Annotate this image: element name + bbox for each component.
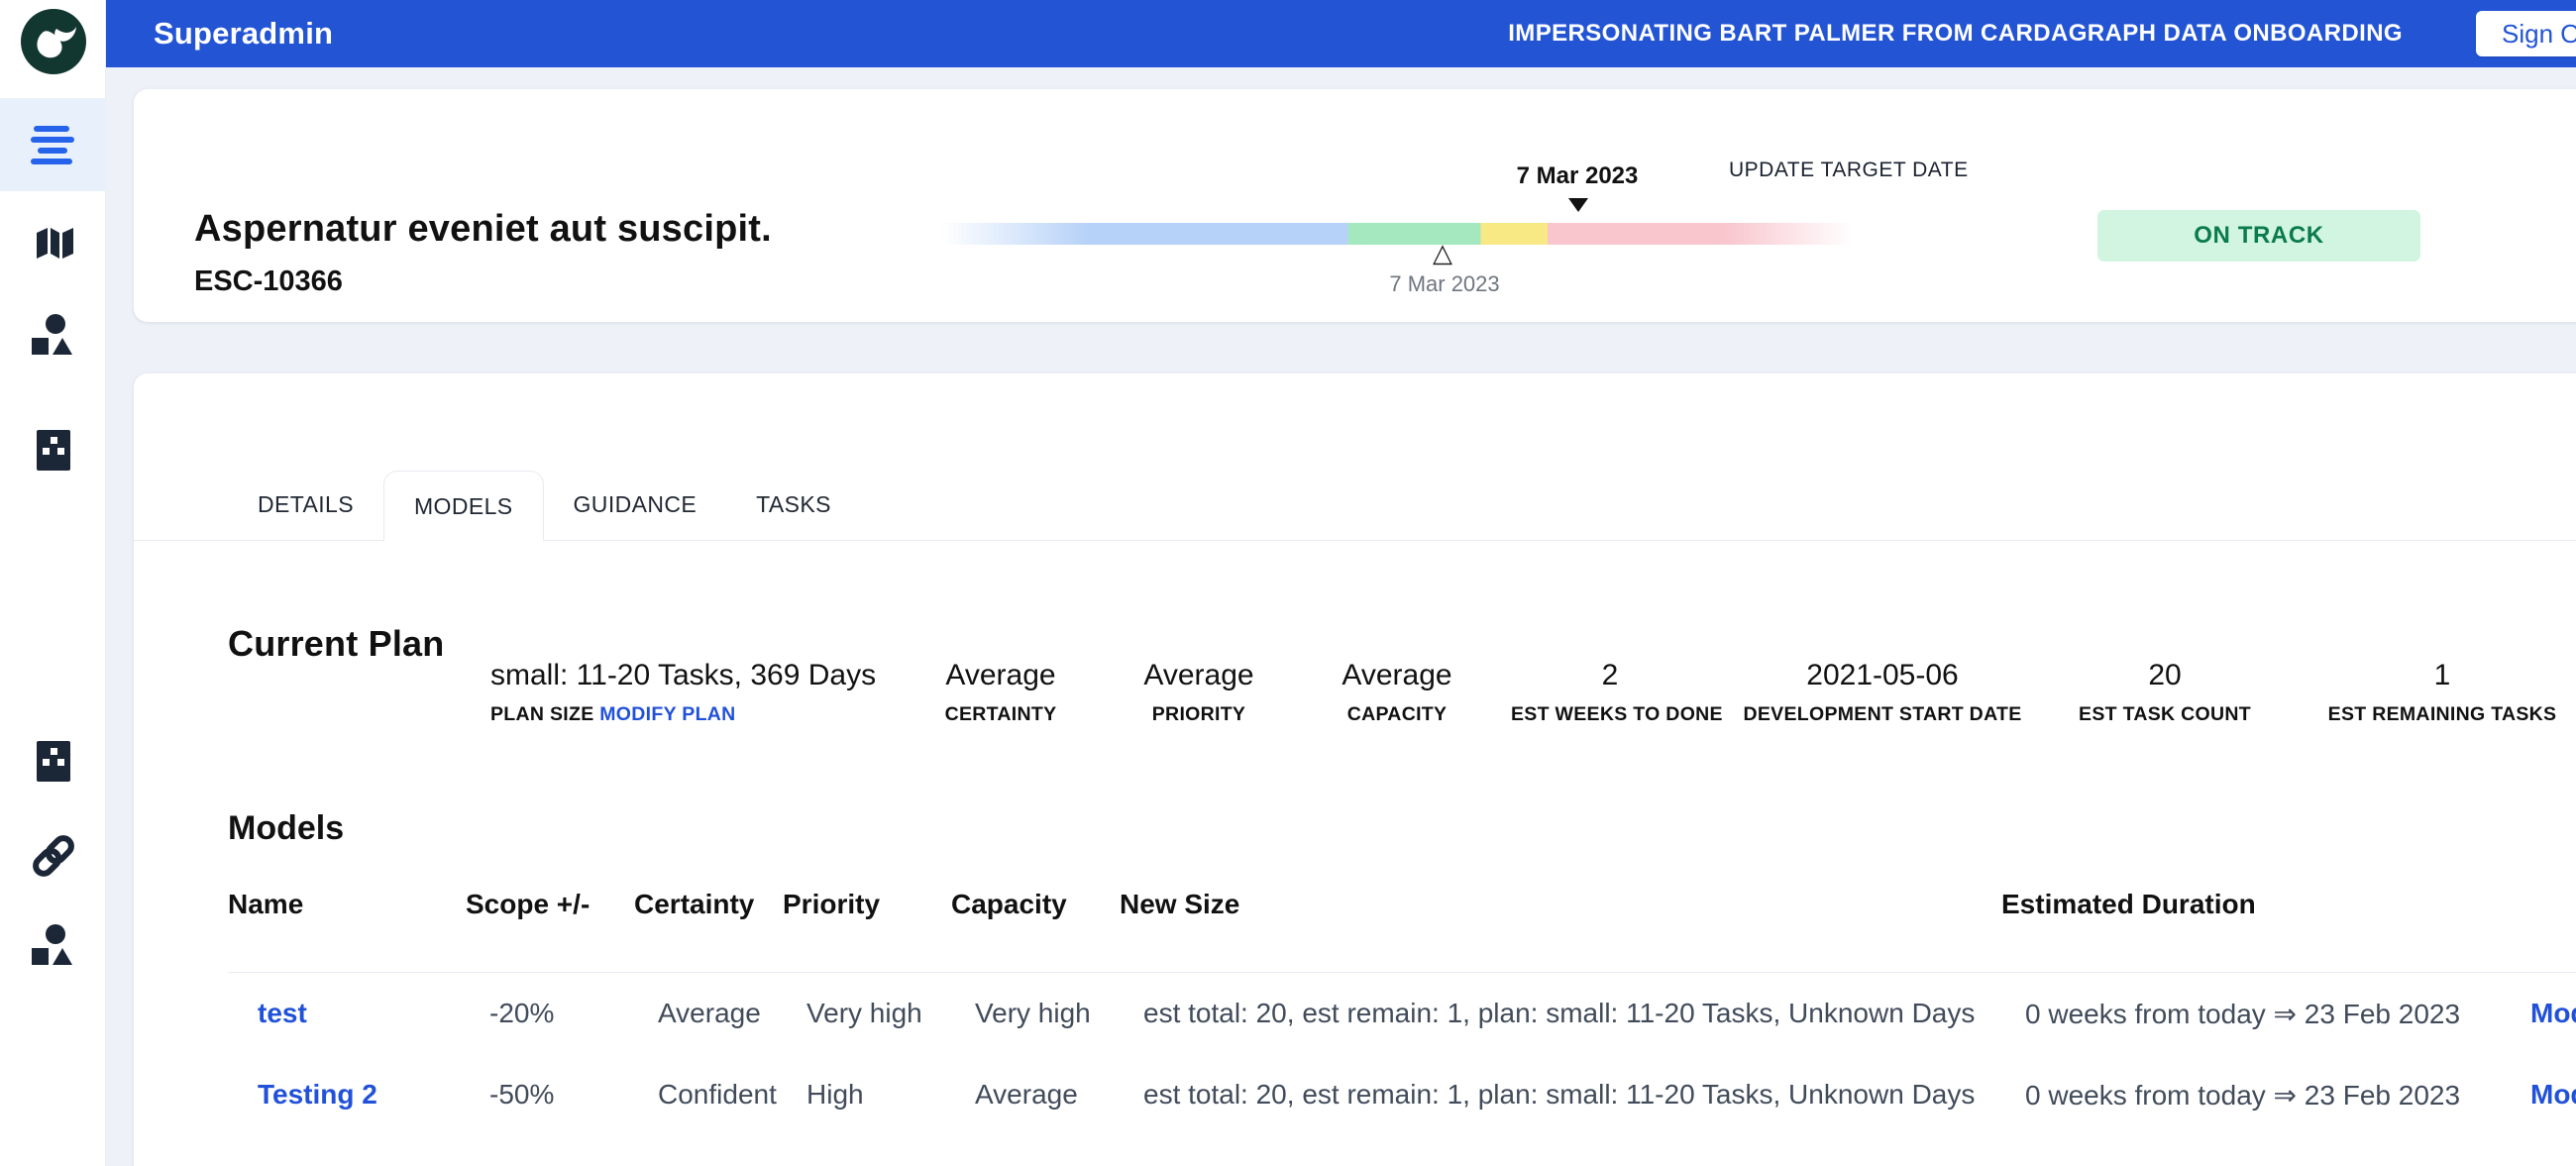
modify-model-link[interactable]: Modify [2530, 1079, 2576, 1110]
stat-capacity: Average CAPACITY [1313, 659, 1481, 726]
shapes-icon [31, 314, 75, 356]
models-table: Name Scope +/- Certainty Priority Capaci… [228, 881, 2576, 1135]
current-plan-heading: Current Plan [228, 623, 445, 664]
stat-priority: Average PRIORITY [1115, 659, 1283, 726]
page-title: Superadmin [154, 16, 334, 51]
stat-label: CAPACITY [1346, 703, 1448, 725]
timeline-projected-date-label: 7 Mar 2023 [1389, 271, 1500, 296]
impersonation-banner: IMPERSONATING BART PALMER FROM CARDAGRAP… [1508, 20, 2403, 47]
stat-development-start-date: 2021-05-06 DEVELOPMENT START DATE [1739, 659, 2026, 726]
cell-capacity: Very high [975, 998, 1091, 1028]
sidebar-item-escalations[interactable] [0, 98, 106, 191]
table-row: test -20% Average Very high Very high es… [228, 973, 2576, 1054]
cell-scope: -50% [489, 1079, 555, 1110]
stat-label: EST WEEKS TO DONE [1511, 703, 1723, 725]
company-logo-icon[interactable] [0, 8, 106, 75]
timeline-target-date-label: 7 Mar 2023 [1516, 162, 1639, 189]
link-icon [32, 835, 74, 877]
current-plan-stats: small: 11-20 Tasks, 369 Days PLAN SIZE M… [490, 659, 2576, 726]
cell-certainty: Confident [658, 1079, 777, 1110]
cell-priority: Very high [806, 998, 922, 1028]
target-date-timeline: 7 Mar 2023 △ 7 Mar 2023 [941, 89, 1853, 322]
stat-certainty: Average CERTAINTY [916, 659, 1085, 726]
stat-est-weeks-to-done: 2 EST WEEKS TO DONE [1511, 659, 1723, 726]
stat-value: Average [945, 659, 1056, 691]
stat-label: PRIORITY [1151, 703, 1246, 725]
stat-value: small: 11-20 Tasks, 369 Days [490, 659, 877, 691]
cell-priority: High [806, 1079, 864, 1110]
cell-new-size: est total: 20, est remain: 1, plan: smal… [1143, 1079, 1976, 1110]
sidebar-item-shapes-2[interactable] [0, 919, 106, 971]
stat-plan-size: small: 11-20 Tasks, 369 Days PLAN SIZE M… [490, 659, 887, 726]
column-header-capacity: Capacity [951, 889, 1067, 919]
shapes-icon [31, 924, 75, 966]
stat-value: 2021-05-06 [1806, 659, 1959, 691]
sign-out-button[interactable]: Sign Out [2476, 11, 2576, 56]
stat-est-task-count: 20 EST TASK COUNT [2056, 659, 2274, 726]
cell-capacity: Average [975, 1079, 1078, 1110]
sidebar [0, 0, 106, 1166]
model-name-link[interactable]: Testing 2 [258, 1079, 377, 1110]
stat-value: 20 [2148, 659, 2182, 691]
timeline-gradient-bar [941, 223, 1853, 245]
stat-value: Average [1143, 659, 1254, 691]
tab-details[interactable]: DETAILS [228, 470, 383, 540]
stat-value: 1 [2433, 659, 2451, 691]
table-header-row: Name Scope +/- Certainty Priority Capaci… [228, 881, 2576, 973]
timeline-target-marker-icon [1568, 198, 1588, 212]
tab-bar: DETAILS MODELS GUIDANCE TASKS [134, 470, 2576, 541]
escalation-summary-card: Aspernatur eveniet aut suscipit. ESC-103… [134, 89, 2576, 322]
column-header-new-size: New Size [1120, 889, 1240, 919]
cell-certainty: Average [658, 998, 761, 1028]
escalation-id: ESC-10366 [194, 265, 343, 297]
stat-label: CERTAINTY [944, 703, 1057, 725]
modify-model-link[interactable]: Modify [2530, 998, 2576, 1028]
plan-size-label: PLAN SIZE [490, 703, 594, 725]
top-header: Superadmin IMPERSONATING BART PALMER FRO… [106, 0, 2576, 67]
tab-tasks[interactable]: TASKS [726, 470, 861, 540]
column-header-estimated-duration: Estimated Duration [2001, 889, 2256, 919]
stat-label: PLAN SIZE MODIFY PLAN [490, 703, 887, 726]
update-target-date-button[interactable]: UPDATE TARGET DATE [1729, 159, 1969, 181]
status-badge: ON TRACK [2097, 210, 2420, 262]
cell-scope: -20% [489, 998, 555, 1028]
model-name-link[interactable]: test [258, 998, 307, 1028]
tab-guidance[interactable]: GUIDANCE [544, 470, 727, 540]
stat-label: DEVELOPMENT START DATE [1743, 703, 2022, 725]
timeline-projected-marker-icon: △ [1433, 238, 1452, 267]
column-header-scope: Scope +/- [466, 889, 590, 919]
modify-plan-link[interactable]: MODIFY PLAN [599, 703, 736, 725]
cell-new-size: est total: 20, est remain: 1, plan: smal… [1143, 998, 1976, 1028]
table-row: Testing 2 -50% Confident High Average es… [228, 1054, 2576, 1135]
map-icon [36, 228, 73, 259]
column-header-priority: Priority [783, 889, 881, 919]
column-header-certainty: Certainty [634, 889, 755, 919]
column-header-name: Name [228, 889, 304, 919]
sidebar-item-organization[interactable] [0, 424, 106, 476]
tab-models[interactable]: MODELS [382, 471, 544, 541]
sidebar-item-links[interactable] [0, 830, 106, 882]
bars-chart-icon [30, 125, 76, 164]
sidebar-item-organization-2[interactable] [0, 735, 106, 787]
stat-value: 2 [1601, 659, 1619, 691]
cell-estimated-duration: 0 weeks from today ⇒ 23 Feb 2023 [2025, 1079, 2461, 1111]
sidebar-item-map[interactable] [0, 218, 106, 269]
stat-label: EST TASK COUNT [2079, 703, 2251, 725]
escalation-detail-card: DETAILS MODELS GUIDANCE TASKS Current Pl… [134, 373, 2576, 1166]
cell-estimated-duration: 0 weeks from today ⇒ 23 Feb 2023 [2025, 998, 2461, 1029]
building-icon [36, 740, 70, 782]
stat-est-remaining-tasks: 1 EST REMAINING TASKS [2304, 659, 2576, 726]
models-heading: Models [228, 809, 345, 847]
stat-value: Average [1342, 659, 1452, 691]
stat-label: EST REMAINING TASKS [2327, 703, 2557, 725]
sidebar-item-shapes[interactable] [0, 309, 106, 361]
building-icon [36, 429, 70, 471]
escalation-title: Aspernatur eveniet aut suscipit. [194, 208, 772, 250]
